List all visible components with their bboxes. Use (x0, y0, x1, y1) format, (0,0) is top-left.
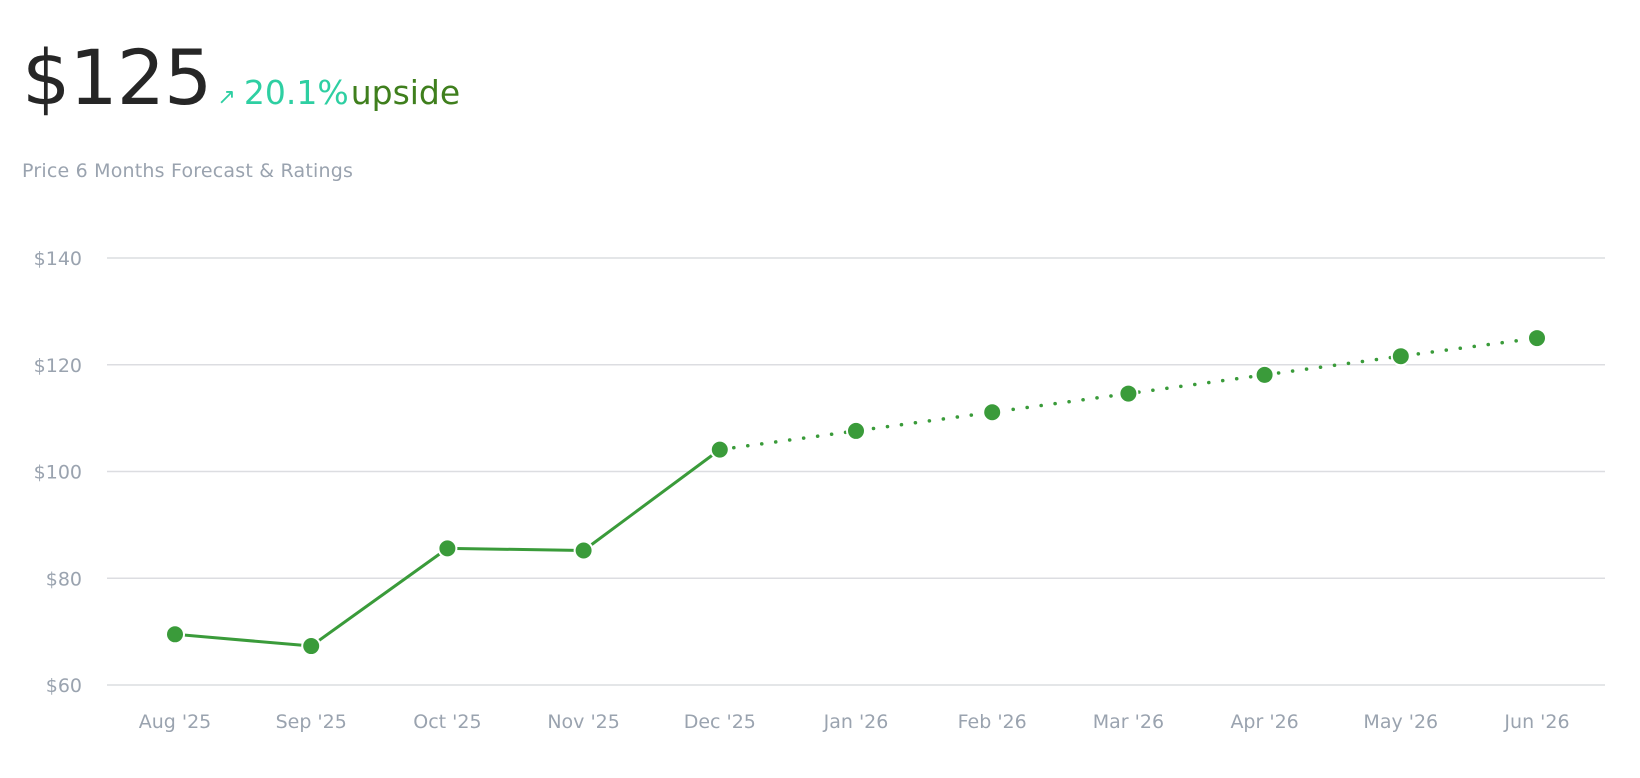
x-tick-label: May '26 (1363, 711, 1438, 733)
x-tick-label: Feb '26 (958, 711, 1027, 733)
current-target-price: $125 (22, 33, 212, 122)
data-point (1118, 383, 1139, 404)
data-point (1527, 328, 1547, 349)
data-point (573, 540, 594, 561)
data-points (165, 328, 1547, 657)
x-tick-label: Mar '26 (1093, 711, 1164, 733)
y-tick-label: $120 (34, 355, 82, 377)
data-point (1254, 364, 1275, 385)
x-tick-label: Oct '25 (413, 711, 481, 733)
data-point (437, 538, 458, 559)
arrow-up-right-icon: ↗ (217, 85, 236, 110)
chart-subtitle: Price 6 Months Forecast & Ratings (22, 160, 354, 182)
y-tick-label: $60 (46, 675, 82, 697)
data-point (846, 420, 866, 441)
price-header: $125 ↗ 20.1% upside (22, 40, 460, 116)
data-point (1390, 346, 1411, 367)
y-tick-label: $140 (34, 248, 82, 270)
x-tick-label: Aug '25 (139, 711, 212, 733)
data-point (301, 636, 322, 657)
x-tick-label: Sep '25 (276, 711, 347, 733)
y-tick-label: $100 (34, 462, 82, 484)
x-tick-label: Dec '25 (684, 711, 756, 733)
y-axis-ticks: $140 $120 $100 $80 $60 (34, 248, 82, 697)
x-tick-label: Jun '26 (1503, 711, 1569, 733)
y-tick-label: $80 (46, 568, 82, 590)
x-axis-ticks: Aug '25 Sep '25 Oct '25 Nov '25 Dec '25 Jan '… (139, 711, 1570, 733)
x-tick-label: Nov '25 (547, 711, 620, 733)
grid-lines (107, 257, 1605, 686)
upside-percent: 20.1% (243, 73, 349, 112)
data-point (165, 624, 185, 645)
x-tick-label: Jan '26 (823, 711, 889, 733)
upside-label: upside (350, 73, 461, 112)
data-point (709, 439, 730, 460)
x-tick-label: Apr '26 (1230, 711, 1298, 733)
series-lines (173, 336, 1539, 648)
data-point (982, 402, 1003, 423)
